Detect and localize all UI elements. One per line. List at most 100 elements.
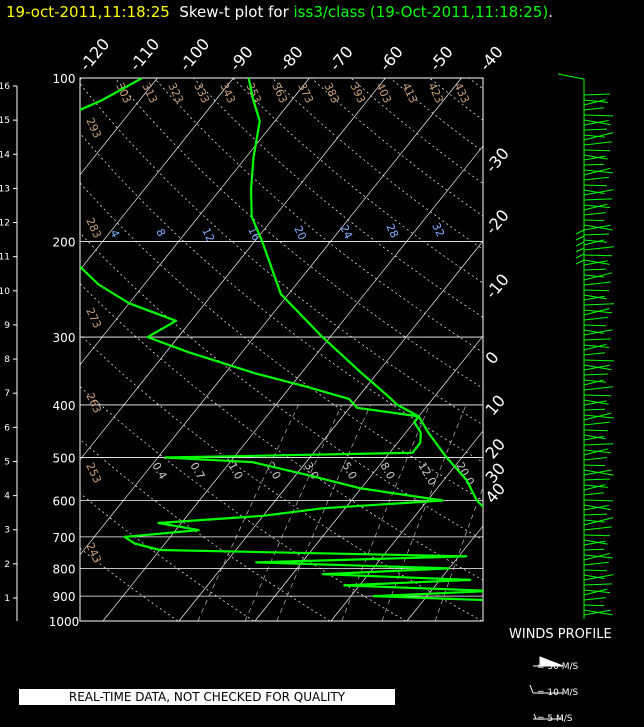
wind-barb xyxy=(583,239,607,243)
isotherm-line xyxy=(254,335,483,621)
wind-barb xyxy=(583,163,605,166)
isotherm-label: -70 xyxy=(326,42,357,74)
wind-barb xyxy=(583,120,609,126)
wind-barb xyxy=(583,574,605,580)
wind-barb xyxy=(583,400,607,406)
mixing-ratio-label-lower: 1.0 xyxy=(225,460,245,482)
dry-adiabat-label: 283 xyxy=(83,216,104,241)
wind-barb xyxy=(583,268,607,271)
pressure-tick-label: 300 xyxy=(53,331,76,345)
isotherm-line xyxy=(102,145,483,621)
wind-legend-5: = 5 M/S xyxy=(537,714,573,724)
wind-barb xyxy=(583,561,609,566)
dry-adiabat-label: 383 xyxy=(321,81,342,106)
height-tick-label: 5 xyxy=(4,457,10,467)
mixing-ratio-line xyxy=(595,405,644,621)
height-tick-label: 1 xyxy=(4,594,10,604)
wind-barb xyxy=(583,184,608,187)
isotherm-label-right: 10 xyxy=(482,391,510,419)
dry-adiabat-line xyxy=(389,78,483,152)
mixing-ratio-label: 16 xyxy=(245,225,263,243)
wind-barb xyxy=(575,247,585,253)
dry-adiabat-label: 343 xyxy=(217,81,238,106)
dry-adiabat-line xyxy=(80,232,483,541)
height-tick-label: 11 xyxy=(0,253,10,263)
wind-legend-flag xyxy=(533,656,564,667)
wind-barb xyxy=(583,99,608,103)
wind-barb xyxy=(583,597,606,601)
dry-adiabat-line xyxy=(193,78,483,318)
isotherm-line xyxy=(330,430,483,621)
wind-barb xyxy=(583,359,615,362)
height-tick-label: 15 xyxy=(0,116,10,126)
wind-barb xyxy=(583,239,605,246)
height-tick-label: 8 xyxy=(4,355,10,365)
wind-barb xyxy=(583,167,611,176)
mixing-ratio-line xyxy=(487,405,561,621)
wind-barb xyxy=(583,569,608,572)
mixing-ratio-label: 28 xyxy=(383,222,401,240)
wind-barb xyxy=(583,219,605,222)
wind-barb xyxy=(583,379,606,383)
chart-title: 19-oct-2011,11:18:25 Skew-t plot for iss… xyxy=(6,2,553,22)
dry-adiabat-label: 253 xyxy=(83,461,104,486)
isotherm-line xyxy=(80,78,310,366)
dry-adiabat-line xyxy=(508,78,644,621)
isotherm-label-right: 20 xyxy=(482,435,510,463)
height-tick-label: 3 xyxy=(4,526,10,536)
wind-barb xyxy=(575,241,585,247)
title-text: Skew-t plot for xyxy=(179,3,289,21)
isotherm-line xyxy=(80,78,158,176)
wind-legend-barb xyxy=(529,684,563,694)
dry-adiabat-label: 393 xyxy=(347,81,368,106)
pressure-tick-label: 500 xyxy=(53,452,76,466)
wind-barb xyxy=(583,134,605,138)
wind-barb xyxy=(583,316,608,321)
wind-barb xyxy=(583,539,608,545)
wind-barb xyxy=(583,274,604,278)
title-period: . xyxy=(548,3,553,21)
dry-adiabat-line xyxy=(80,547,179,621)
wind-barb xyxy=(583,128,608,131)
wind-barb xyxy=(583,434,606,440)
isotherm-label: -110 xyxy=(126,35,164,75)
isotherm-line xyxy=(635,78,644,621)
isotherm-line xyxy=(80,78,462,556)
wind-barb xyxy=(583,246,614,251)
mixing-ratio-label: 20 xyxy=(291,224,309,242)
wind-barb xyxy=(583,338,612,341)
wind-barb xyxy=(583,526,612,531)
pressure-tick-label: 200 xyxy=(53,235,76,249)
dry-adiabat-label: 413 xyxy=(399,81,420,106)
mixing-ratio-label-lower: 0.7 xyxy=(187,460,207,482)
wind-barb xyxy=(583,189,605,195)
height-tick-label: 4 xyxy=(4,492,10,502)
wind-barb xyxy=(583,233,610,236)
isotherm-label: -100 xyxy=(176,35,214,75)
plot-frame xyxy=(79,77,484,622)
height-tick-label: 6 xyxy=(4,423,10,433)
wind-barb xyxy=(583,295,605,301)
wind-barb xyxy=(583,132,614,141)
isotherm-label-right: -10 xyxy=(482,270,513,302)
wind-barb xyxy=(583,399,609,405)
wind-barb xyxy=(583,254,613,257)
pressure-tick-label: 600 xyxy=(53,495,76,509)
wind-legend-halfbarb xyxy=(533,713,563,720)
wind-barb xyxy=(583,343,607,351)
wind-barb xyxy=(583,324,607,327)
dry-adiabat-label: 363 xyxy=(269,81,290,106)
wind-barb xyxy=(583,189,614,196)
wind-barb xyxy=(583,519,605,523)
wind-barb xyxy=(583,308,610,316)
isotherm-line xyxy=(80,78,234,271)
dry-adiabat-line xyxy=(80,438,331,621)
background-lines xyxy=(80,78,644,621)
wind-barb xyxy=(583,540,606,546)
wind-barb xyxy=(583,155,606,161)
wind-barb xyxy=(583,552,611,561)
dry-adiabat-label: 313 xyxy=(139,81,160,106)
dry-adiabat-label: 403 xyxy=(373,81,394,106)
height-tick-label: 2 xyxy=(4,560,10,570)
